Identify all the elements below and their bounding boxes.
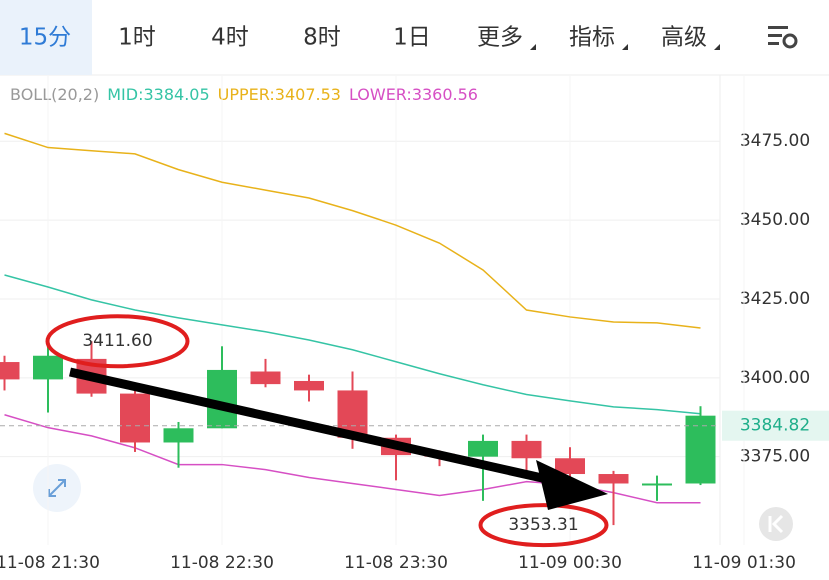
high-label: 3411.60: [82, 331, 152, 351]
end-icon: [768, 514, 784, 534]
legend-entry: LOWER:3360.56: [349, 85, 478, 104]
candle-body: [685, 415, 716, 484]
settings-icon[interactable]: [768, 26, 798, 49]
tab[interactable]: 更多: [477, 25, 523, 51]
annotation-circle: [478, 503, 609, 548]
candle-body: [0, 362, 20, 380]
candle-body: [33, 355, 63, 380]
y-tick-label: 3475.00: [740, 131, 810, 151]
current-price-label: 3384.82: [740, 416, 810, 436]
expand-icon: [48, 479, 66, 497]
current-price-bg: [722, 410, 829, 441]
x-tick-label: 11-09 01:30: [692, 553, 796, 573]
tab[interactable]: 1时: [118, 25, 156, 51]
tab[interactable]: 指标: [569, 25, 615, 51]
icon-bar: [768, 34, 782, 37]
candle-body: [163, 428, 194, 443]
legend-entry: UPPER:3407.53: [218, 85, 341, 104]
x-tick-label: 11-08 22:30: [170, 553, 274, 573]
candle-body: [250, 371, 281, 385]
x-tick-label: 11-08 23:30: [344, 553, 448, 573]
candle-body: [120, 393, 150, 443]
legend-entry: MID:3384.05: [107, 85, 209, 104]
band-line: [4, 132, 701, 329]
candle-body: [511, 440, 542, 459]
band-line: [4, 274, 701, 415]
tab[interactable]: 1日: [393, 25, 431, 51]
arrow-shaft: [69, 367, 561, 487]
candle-body: [468, 440, 498, 457]
tab[interactable]: 8时: [303, 25, 341, 51]
x-tick-label: 11-08 21:30: [0, 553, 100, 573]
tab-caret: [622, 44, 628, 50]
tab-caret: [530, 44, 536, 50]
y-tick-label: 3450.00: [740, 210, 810, 230]
icon-bar: [768, 42, 779, 45]
annotation-circle: [45, 314, 190, 369]
y-tick-label: 3400.00: [740, 368, 810, 388]
x-tick-label: 11-09 00:30: [518, 553, 622, 573]
indicator-name: BOLL(20,2): [10, 85, 99, 104]
tab[interactable]: 15分: [19, 25, 71, 51]
expand-button[interactable]: [33, 464, 81, 512]
tab[interactable]: 高级: [661, 25, 707, 51]
arrow-head: [536, 460, 608, 510]
y-tick-label: 3425.00: [740, 289, 810, 309]
low-label: 3353.31: [508, 515, 578, 535]
tab-caret: [714, 44, 720, 50]
candle-body: [598, 474, 629, 484]
candle-body: [294, 380, 324, 391]
candle-body: [642, 483, 672, 486]
scroll-end-button[interactable]: [759, 507, 793, 541]
candle-body: [555, 458, 585, 475]
legend: BOLL(20,2) MID:3384.05 UPPER:3407.53 LOWER:…: [10, 85, 478, 104]
y-tick-label: 3375.00: [740, 447, 810, 467]
icon-bar: [768, 26, 788, 29]
tab[interactable]: 4时: [211, 25, 249, 51]
icon-gear: [782, 33, 798, 49]
candle-body: [207, 369, 237, 429]
tab-selected-bg: [0, 0, 92, 75]
